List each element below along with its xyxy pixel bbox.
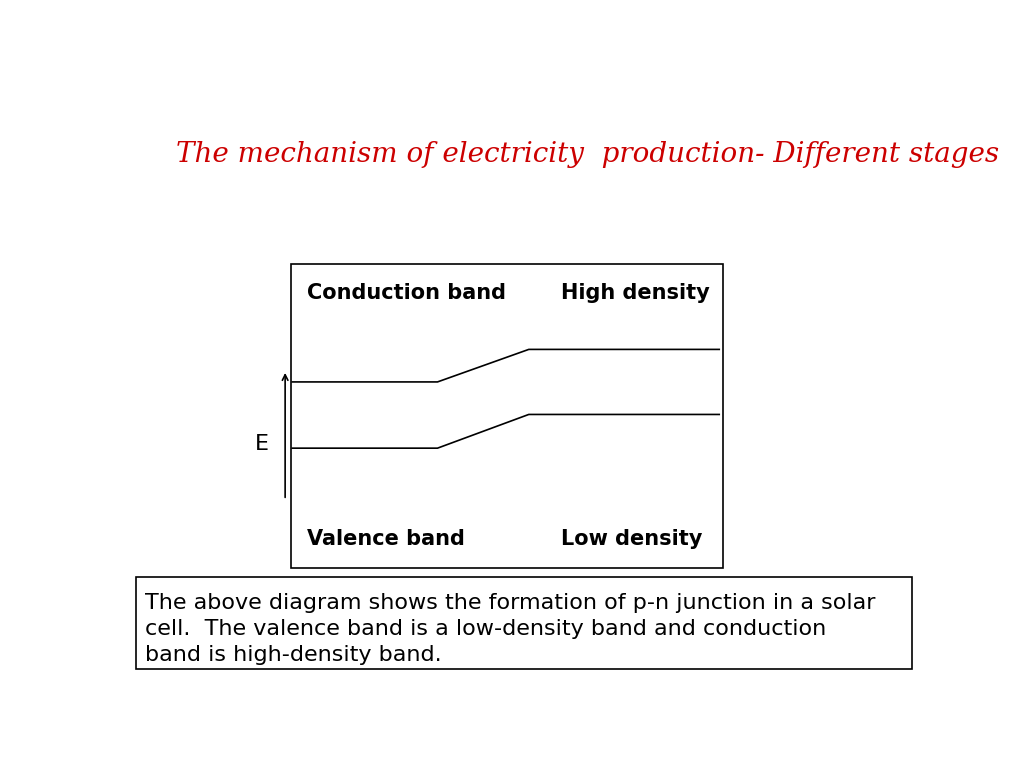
Text: High density: High density [560, 283, 710, 303]
Text: The above diagram shows the formation of p-n junction in a solar: The above diagram shows the formation of… [145, 593, 876, 613]
Text: Conduction band: Conduction band [306, 283, 506, 303]
Text: Low density: Low density [560, 528, 701, 548]
Text: The mechanism of electricity  production- Different stages: The mechanism of electricity production-… [176, 141, 998, 167]
Text: band is high-density band.: band is high-density band. [145, 645, 442, 665]
FancyBboxPatch shape [136, 577, 912, 669]
Text: cell.  The valence band is a low-density band and conduction: cell. The valence band is a low-density … [145, 619, 826, 639]
Text: Valence band: Valence band [306, 528, 465, 548]
Text: E: E [255, 434, 269, 454]
FancyBboxPatch shape [291, 263, 723, 568]
